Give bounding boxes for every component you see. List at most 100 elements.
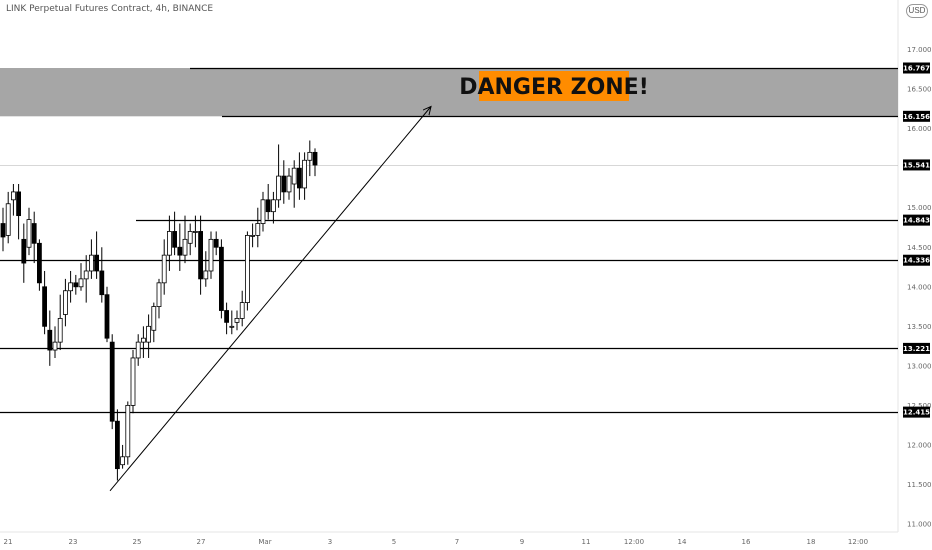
candle-body (109, 341, 115, 422)
trendline-layer (109, 107, 431, 492)
candle (265, 183, 271, 220)
candle-body (0, 223, 6, 238)
candle (270, 191, 276, 224)
candle (0, 207, 6, 252)
candle-body (255, 223, 261, 236)
y-tick-label: 11.500 (907, 481, 932, 489)
candle-body (224, 310, 230, 323)
x-tick-label: 27 (197, 538, 206, 546)
x-tick-label: 11 (582, 538, 591, 546)
candle (78, 263, 84, 291)
y-tick-label: 14.500 (907, 244, 932, 252)
candle (255, 207, 261, 248)
danger-zone-layer: DANGER ZONE! (0, 68, 898, 117)
candle-body (208, 238, 214, 272)
candle-body (130, 357, 136, 406)
candle-body (57, 318, 63, 343)
candle-body (68, 282, 73, 292)
last-price-label: 15.541 (903, 161, 930, 169)
candle (146, 314, 152, 358)
level-price-label: 14.843 (903, 217, 930, 225)
candle-body (31, 223, 37, 244)
candle (21, 223, 27, 283)
level-price-label-bg (903, 110, 930, 122)
candle-body (47, 329, 53, 351)
level-price-label-bg (903, 406, 930, 418)
danger-zone-label-bg (479, 71, 629, 101)
candle-body (229, 325, 235, 328)
candle-body (115, 420, 120, 470)
candle (291, 160, 297, 208)
x-tick-label: 5 (392, 538, 396, 546)
candle (115, 409, 120, 481)
candle-body (291, 167, 297, 185)
candle-body (10, 191, 16, 201)
level-price-label: 14.336 (903, 257, 930, 265)
candle-body (83, 270, 89, 280)
x-tick-label: 21 (4, 538, 13, 546)
candle (31, 211, 37, 264)
candle-body (5, 203, 11, 236)
x-tick-label: 9 (520, 538, 524, 546)
candle (47, 310, 53, 366)
candle (42, 270, 47, 335)
candle-body (270, 199, 276, 213)
candle (198, 215, 204, 295)
danger-zone-label: DANGER ZONE! (459, 75, 649, 100)
candle-body (239, 302, 245, 319)
candle-body (161, 254, 167, 284)
candle (182, 215, 188, 264)
level-price-label-bg (903, 342, 930, 354)
candle-body (276, 175, 282, 201)
y-tick-label: 17.000 (907, 46, 932, 54)
candle-body (166, 231, 172, 256)
candle (286, 168, 292, 200)
candle (250, 223, 256, 248)
candle-body (213, 238, 219, 248)
candle (135, 334, 141, 366)
candle (52, 326, 58, 358)
level-price-label-bg (903, 254, 930, 266)
danger-zone-band (0, 68, 898, 117)
x-tick-label: Mar (258, 538, 271, 546)
x-tick-label: 3 (328, 538, 332, 546)
currency-badge[interactable]: USD (906, 4, 928, 18)
x-tick-label: 12:00 (624, 538, 644, 546)
y-tick-label: 13.000 (907, 362, 932, 370)
candle (5, 191, 11, 244)
candle-body (172, 231, 178, 248)
candle-body (78, 278, 84, 288)
candle (16, 183, 22, 240)
candle (172, 211, 178, 256)
y-tick-label: 11.000 (907, 521, 932, 529)
candle-body (94, 254, 99, 272)
candle (109, 334, 115, 430)
candle-body (99, 270, 105, 296)
candle (276, 144, 282, 208)
candle-body (302, 159, 308, 189)
x-tick-label: 12:00 (848, 538, 868, 546)
candle-body (312, 151, 318, 166)
candle-body (192, 231, 198, 233)
candle-body (140, 337, 146, 343)
candle-body (265, 199, 271, 213)
candle-body (177, 246, 183, 256)
candle (73, 274, 79, 295)
y-tick-label: 16.500 (907, 86, 932, 94)
candle-body (42, 286, 47, 327)
x-tick-label: 16 (742, 538, 751, 546)
candle (281, 160, 287, 204)
level-price-label-bg (903, 62, 930, 74)
candle-body (21, 238, 27, 264)
candle-body (296, 167, 302, 189)
candle (63, 278, 68, 327)
candle (166, 215, 172, 271)
candle (307, 140, 313, 177)
candle-body (52, 341, 58, 351)
x-tick-label: 14 (678, 538, 687, 546)
candle (140, 326, 146, 358)
candle-body (250, 234, 256, 237)
x-tick-label: 7 (455, 538, 459, 546)
level-price-label-bg (903, 214, 930, 226)
